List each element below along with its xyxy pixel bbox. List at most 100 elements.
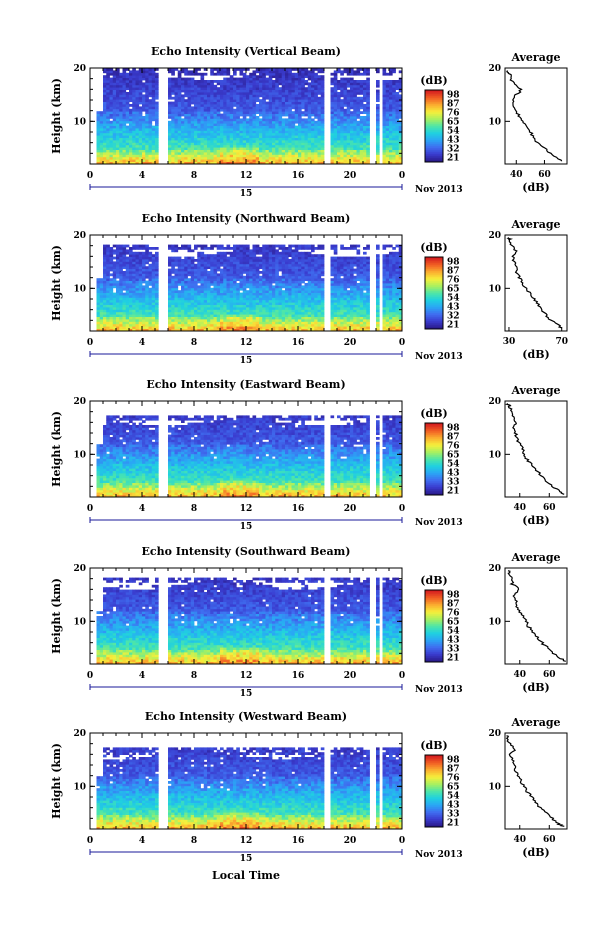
heatmap-cell: [155, 92, 159, 95]
heatmap-cell: [376, 140, 380, 143]
heatmap-cell: [226, 295, 231, 298]
heatmap-cell: [190, 72, 195, 76]
heatmap-cell: [265, 89, 270, 93]
heatmap-cell: [278, 144, 283, 148]
heatmap-cell: [366, 89, 370, 93]
heatmap-cell: [359, 89, 364, 93]
heatmap-cell: [229, 278, 234, 281]
heatmap-cell: [288, 113, 292, 117]
heatmap-cell: [304, 152, 309, 155]
heatmap-cell: [216, 244, 221, 248]
heatmap-cell: [223, 149, 227, 153]
heatmap-cell: [314, 104, 318, 107]
heatmap-cell: [223, 106, 227, 110]
heatmap-cell: [210, 94, 214, 98]
heatmap-cell: [190, 125, 195, 129]
heatmap-cell: [333, 140, 338, 143]
heatmap-cell: [382, 142, 387, 146]
heatmap-cell: [340, 92, 344, 95]
heatmap-cell: [363, 70, 367, 74]
heatmap-cell: [265, 156, 270, 160]
heatmap-cell: [301, 72, 305, 76]
heatmap-cell: [174, 280, 179, 284]
heatmap-cell: [363, 68, 367, 71]
heatmap-cell: [385, 108, 390, 112]
heatmap-cell: [385, 135, 390, 138]
heatmap-cell: [249, 261, 253, 265]
heatmap-cell: [210, 104, 214, 107]
heatmap-cell: [236, 106, 240, 110]
heatmap-cell: [337, 152, 341, 155]
heatmap-cell: [262, 275, 266, 279]
heatmap-cell: [242, 77, 247, 81]
heatmap-cell: [135, 292, 140, 296]
heatmap-cell: [216, 297, 221, 301]
heatmap-cell: [389, 125, 393, 129]
heatmap-cell: [177, 259, 182, 262]
heatmap-cell: [122, 297, 127, 301]
heatmap-cell: [356, 135, 361, 138]
heatmap-cell: [190, 132, 195, 136]
heatmap-cell: [197, 261, 201, 265]
heatmap-cell: [112, 84, 117, 88]
heatmap-cell: [285, 135, 289, 138]
heatmap-cell: [190, 101, 195, 105]
heatmap-cell: [135, 132, 140, 136]
heatmap-cell: [177, 108, 182, 112]
heatmap-cell: [307, 82, 312, 86]
heatmap-cell: [200, 161, 205, 165]
heatmap-cell: [298, 140, 302, 143]
heatmap-cell: [359, 156, 364, 160]
heatmap-cell: [116, 89, 120, 93]
heatmap-cell: [291, 72, 296, 76]
heatmap-cell: [320, 132, 325, 136]
colorbar-tick-label: 32: [447, 145, 460, 155]
heatmap-cell: [203, 142, 208, 146]
heatmap-cell: [216, 323, 221, 327]
heatmap-cell: [103, 120, 107, 124]
heatmap-cell: [340, 123, 344, 126]
heatmap-cell: [223, 87, 227, 90]
heatmap-cell: [200, 261, 205, 265]
heatmap-cell: [132, 290, 136, 293]
heatmap-cell: [359, 72, 364, 76]
heatmap-cell: [281, 156, 286, 160]
heatmap-cell: [359, 137, 364, 141]
heatmap-cell: [122, 104, 127, 107]
heatmap-cell: [294, 94, 299, 98]
heatmap-cell: [138, 161, 143, 165]
heatmap-cell: [229, 106, 234, 110]
heatmap-cell: [109, 89, 114, 93]
colorbar-segment: [425, 108, 443, 111]
heatmap-cell: [190, 140, 195, 143]
heatmap-cell: [291, 142, 296, 146]
heatmap-cell: [382, 147, 387, 150]
heatmap-cell: [294, 120, 299, 124]
heatmap-cell: [275, 104, 279, 107]
heatmap-cell: [223, 287, 227, 291]
heatmap-cell: [119, 140, 123, 143]
heatmap-cell: [268, 149, 273, 153]
heatmap-cell: [119, 328, 123, 332]
heatmap-cell: [314, 92, 318, 95]
heatmap-cell: [184, 89, 188, 93]
heatmap-cell: [200, 96, 205, 100]
heatmap-cell: [294, 106, 299, 110]
heatmap-cell: [346, 70, 351, 74]
heatmap-cell: [135, 309, 140, 313]
heatmap-cell: [96, 149, 101, 153]
heatmap-cell: [353, 106, 357, 110]
heatmap-cell: [145, 283, 149, 286]
heatmap-cell: [340, 142, 344, 146]
heatmap-cell: [96, 287, 101, 291]
heatmap-cell: [239, 128, 244, 131]
heatmap-cell: [314, 94, 318, 98]
heatmap-cell: [242, 261, 247, 265]
heatmap-cell: [346, 94, 351, 98]
heatmap-cell: [155, 118, 159, 122]
heatmap-cell: [311, 101, 315, 105]
heatmap-cell: [246, 104, 250, 107]
heatmap-cell: [246, 82, 250, 86]
heatmap-cell: [168, 278, 172, 281]
heatmap-cell: [181, 328, 185, 332]
